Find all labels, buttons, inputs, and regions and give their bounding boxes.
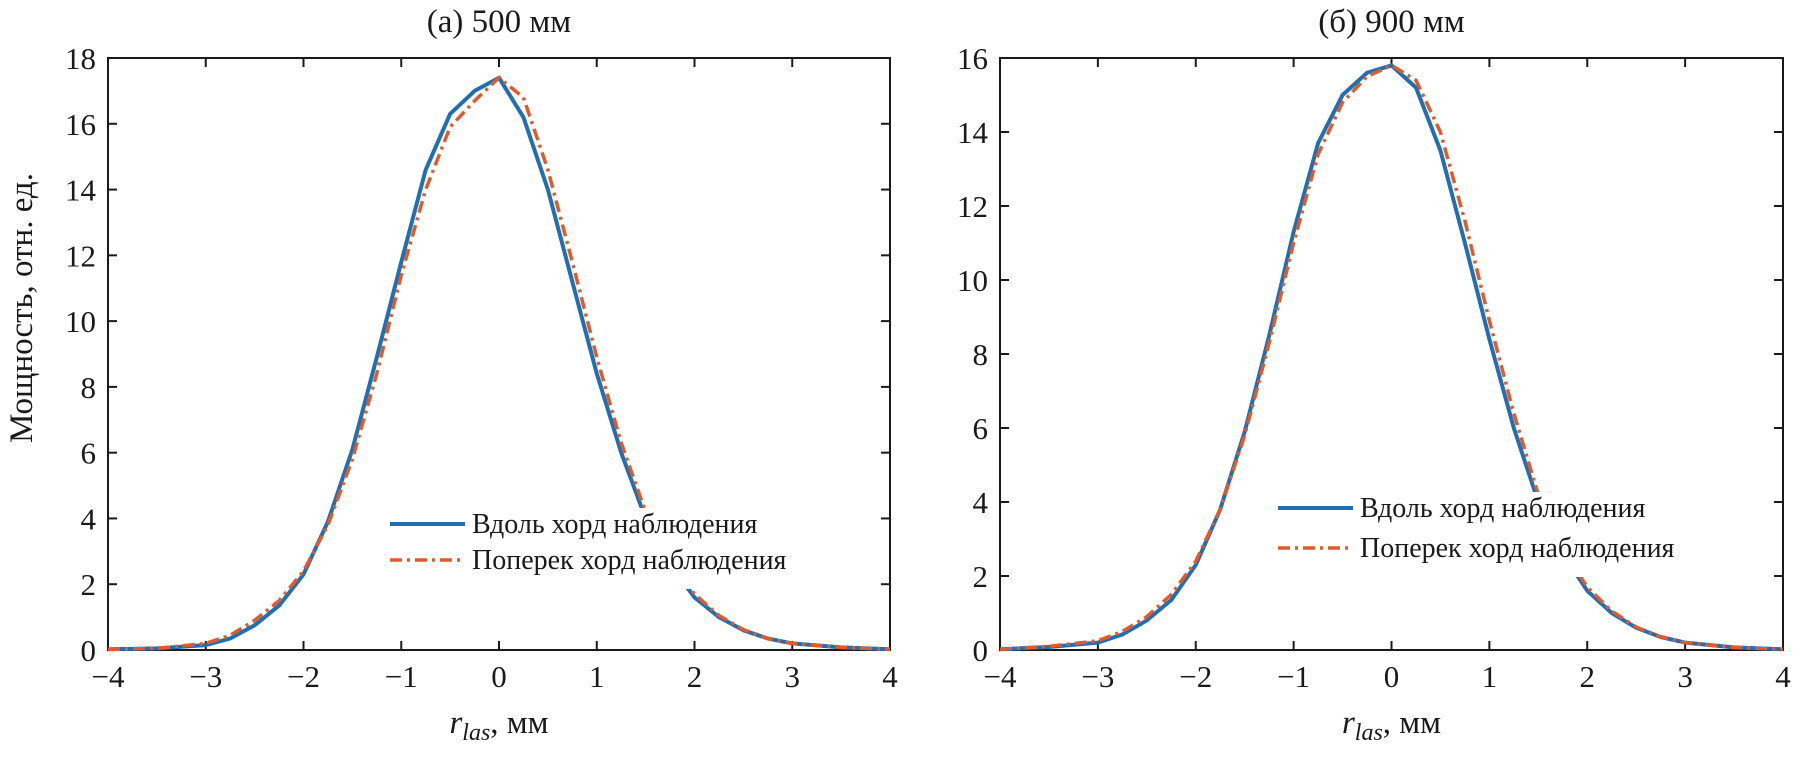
x-axis-label: rlas, мм: [1342, 705, 1441, 746]
x-tick-label: 2: [1580, 659, 1596, 694]
x-axis-label: rlas, мм: [449, 705, 548, 746]
panel-a: (а) 500 мм−4 −3 −2 −1 0 1 2 3 4024681012141618rl…: [65, 4, 898, 746]
legend-box: [385, 508, 875, 589]
y-tick-label: 6: [973, 411, 989, 446]
y-tick-label: 2: [81, 567, 97, 602]
x-tick-label: −2: [287, 659, 320, 694]
x-tick-label: 0: [1384, 659, 1400, 694]
panel-b: (б) 900 мм−4 −3 −2 −1 0 1 2 3 40246810121416rlas…: [957, 4, 1791, 746]
y-axis-label: Мощность, отн. ед.: [4, 173, 40, 443]
y-tick-label: 16: [957, 41, 988, 76]
x-tick-label: 2: [687, 659, 703, 694]
x-tick-label: −3: [189, 659, 222, 694]
x-tick-label: −4: [92, 659, 125, 694]
y-tick-label: 14: [65, 173, 97, 208]
x-tick-label: 1: [1482, 659, 1498, 694]
x-tick-label: 4: [1775, 659, 1791, 694]
y-tick-label: 4: [81, 501, 97, 536]
y-tick-label: 8: [81, 370, 97, 405]
legend-label-2: Поперек хорд наблюдения: [472, 545, 787, 576]
x-tick-label: −1: [1277, 659, 1310, 694]
x-tick-label: −1: [385, 659, 418, 694]
x-tick-label: 3: [785, 659, 801, 694]
y-tick-label: 14: [957, 115, 989, 150]
chart-title: (б) 900 мм: [1318, 4, 1465, 40]
legend-label-1: Вдоль хорд наблюдения: [472, 509, 757, 540]
y-tick-label: 0: [81, 633, 97, 668]
y-tick-label: 12: [957, 189, 988, 224]
series-line-2: [107, 75, 891, 652]
y-tick-label: 4: [973, 485, 989, 520]
y-tick-label: 16: [65, 107, 96, 142]
y-tick-label: 0: [973, 633, 989, 668]
chart-title: (а) 500 мм: [427, 4, 572, 40]
y-tick-label: 18: [65, 41, 96, 76]
x-tick-label: 4: [882, 659, 898, 694]
y-tick-label: 2: [973, 559, 989, 594]
legend-label-2: Поперек хорд наблюдения: [1360, 533, 1675, 564]
legend-box: [1273, 492, 1763, 577]
y-tick-label: 12: [65, 238, 96, 273]
x-tick-label: 0: [491, 659, 507, 694]
y-tick-label: 8: [973, 337, 989, 372]
x-tick-label: −2: [1179, 659, 1212, 694]
x-tick-label: −4: [984, 659, 1017, 694]
y-tick-label: 10: [65, 304, 96, 339]
x-tick-label: 1: [589, 659, 605, 694]
y-tick-label: 10: [957, 263, 988, 298]
y-tick-label: 6: [81, 436, 97, 471]
series-line-2: [999, 63, 1784, 652]
legend-label-1: Вдоль хорд наблюдения: [1360, 493, 1645, 524]
x-tick-label: −3: [1081, 659, 1114, 694]
x-tick-label: 3: [1677, 659, 1693, 694]
